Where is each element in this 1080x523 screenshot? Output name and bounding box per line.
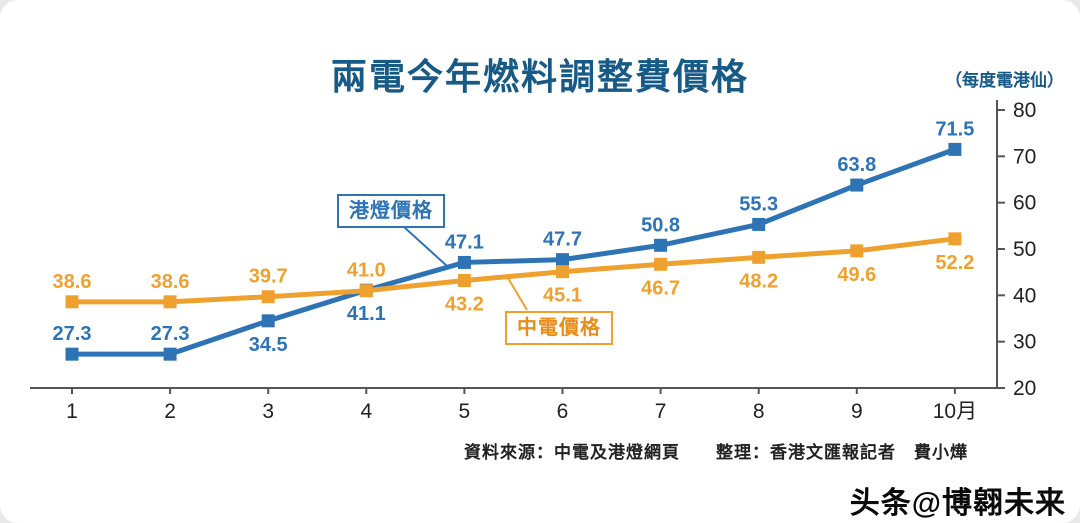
data-point-label: 38.6 [151,271,190,293]
data-point-marker [457,255,471,269]
source-note: 資料來源：中電及港燈網頁 整理：香港文匯報記者 費小燁 [464,443,968,462]
data-point-marker [752,250,766,264]
x-tick-label: 2 [164,400,176,423]
data-point-marker [163,295,177,309]
data-point-label: 49.6 [837,264,876,286]
data-point-label: 46.7 [641,277,680,299]
data-point-label: 39.7 [249,266,288,288]
data-point-marker [850,244,864,258]
x-tick-label: 4 [360,400,372,423]
data-point-marker [359,284,373,298]
data-point-marker [163,347,177,361]
data-point-marker [752,217,766,231]
data-point-label: 43.2 [445,294,484,316]
price-line [69,236,958,305]
unit-label: （每度電港仙） [945,71,1064,90]
data-point-label: 71.5 [935,118,974,140]
data-point-label: 47.1 [445,231,484,253]
y-tick-label: 50 [1013,238,1036,261]
x-tick-label: 6 [557,400,569,423]
data-point-label: 63.8 [837,154,876,176]
data-point-marker [261,290,275,304]
data-point-label: 47.7 [543,229,582,251]
y-tick-label: 40 [1013,284,1036,307]
data-point-label: 41.0 [347,260,386,282]
data-point-label: 52.2 [935,252,974,274]
callout-line-hk [403,226,448,267]
data-point-marker [556,253,569,267]
y-tick-label: 20 [1013,377,1036,400]
data-point-label: 41.1 [347,303,386,325]
x-tick-label: 9 [851,400,863,423]
data-point-label: 55.3 [739,193,778,215]
callout-clp: 中電價格 [505,311,613,345]
x-tick-label: 5 [459,400,471,423]
data-point-marker [261,314,275,328]
callout-line-clp [507,277,528,311]
x-tick-label: 7 [655,400,667,423]
data-point-marker [654,238,668,252]
data-point-label: 45.1 [543,285,582,307]
data-point-label: 50.8 [641,214,680,236]
callout-hk-electric: 港燈價格 [337,194,445,228]
data-point-marker [65,295,79,309]
data-point-label: 38.6 [53,271,92,293]
data-point-label: 27.3 [151,323,190,345]
data-point-marker [948,142,962,156]
data-point-marker [850,178,864,192]
data-point-marker [654,257,668,271]
y-tick-label: 70 [1013,145,1036,168]
y-tick-label: 60 [1013,192,1036,215]
data-point-label: 34.5 [249,334,288,356]
chart-title: 兩電今年燃料調整費價格 [330,56,749,97]
price-line [69,146,958,357]
x-tick-label: 10月 [933,400,977,423]
data-point-marker [948,232,962,246]
x-tick-label: 8 [753,400,765,423]
y-tick-label: 30 [1013,331,1036,354]
data-point-label: 48.2 [739,270,778,292]
watermark: 头条@博翱未来 [849,487,1066,520]
x-tick-label: 1 [66,400,78,423]
data-point-marker [556,265,569,279]
x-tick-label: 3 [262,400,274,423]
data-point-marker [65,347,79,361]
data-point-marker [457,274,471,288]
y-tick-label: 80 [1013,99,1036,122]
data-point-label: 27.3 [53,323,92,345]
